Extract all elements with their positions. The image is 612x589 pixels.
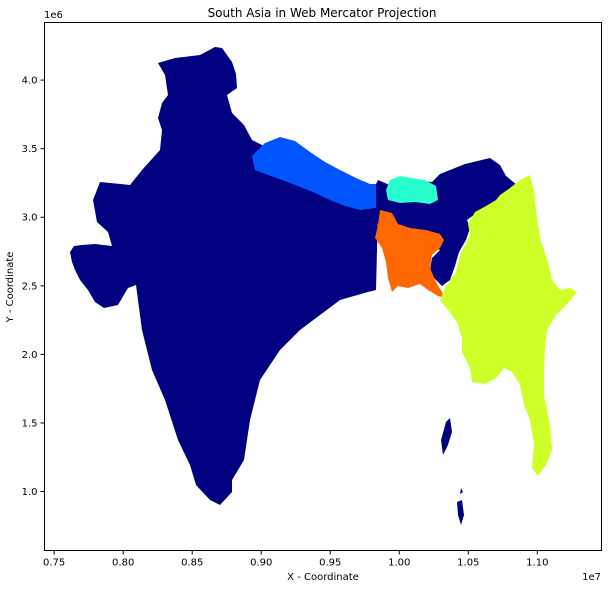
x-tick-label: 1.05	[457, 558, 479, 569]
x-tick-label: 0.75	[43, 558, 65, 569]
region-nepal	[252, 137, 376, 210]
x-tick-label: 0.85	[181, 558, 203, 569]
x-tick-label: 0.95	[319, 558, 341, 569]
y-tick-label: 2.5	[22, 281, 38, 292]
axes-frame	[44, 22, 602, 551]
y-tick-label: 1.5	[22, 418, 38, 429]
x-axis-ticks: 0.75 0.80 0.85 0.90 0.95 1.00 1.05 1.10	[43, 550, 548, 569]
y-tick-label: 3.5	[22, 144, 38, 155]
region-bangladesh	[375, 210, 445, 298]
x-tick-label: 1.00	[388, 558, 410, 569]
x-tick-label: 1.10	[526, 558, 548, 569]
y-tick-label: 2.0	[22, 350, 38, 361]
region-india	[70, 47, 517, 505]
x-tick-label: 0.80	[112, 558, 134, 569]
x-axis-label: X - Coordinate	[287, 572, 359, 583]
x-offset-label: 1e7	[582, 572, 601, 583]
y-tick-label: 4.0	[22, 76, 38, 87]
region-india-islands	[441, 418, 464, 525]
region-bhutan	[386, 176, 438, 204]
region-myanmar	[440, 175, 577, 476]
chart-title: South Asia in Web Mercator Projection	[208, 6, 437, 20]
y-tick-label: 3.0	[22, 213, 38, 224]
y-tick-label: 1.0	[22, 487, 38, 498]
x-tick-label: 0.90	[250, 558, 272, 569]
y-axis-label: Y - Coordinate	[5, 252, 16, 324]
y-axis-ticks: 1.0 1.5 2.0 2.5 3.0 3.5 4.0	[22, 76, 45, 498]
map-regions	[70, 47, 577, 525]
y-offset-label: 1e6	[44, 10, 63, 21]
